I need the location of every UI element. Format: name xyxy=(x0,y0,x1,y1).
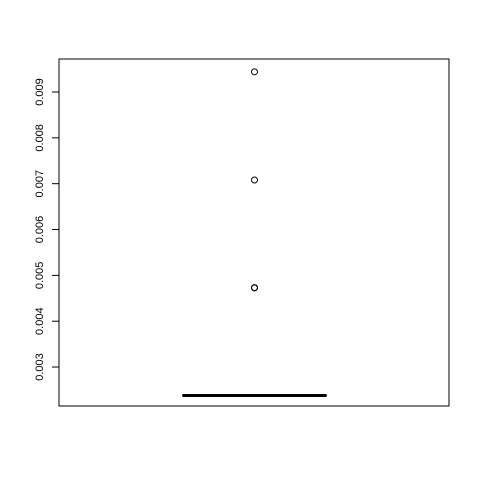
y-tick-label: 0.009 xyxy=(34,78,46,106)
plot-frame xyxy=(58,58,450,407)
y-tick-label: 0.006 xyxy=(34,216,46,244)
y-tick-label: 0.003 xyxy=(34,353,46,381)
y-axis: 0.003 0.004 0.005 0.006 0.007 0.008 0.009 xyxy=(34,78,60,381)
y-tick-label: 0.005 xyxy=(34,262,46,290)
outlier-point xyxy=(251,284,258,292)
y-tick-label: 0.008 xyxy=(34,124,46,152)
y-tick-label: 0.004 xyxy=(34,307,46,335)
outlier-point xyxy=(251,68,258,76)
outliers xyxy=(251,68,258,292)
outlier-point xyxy=(251,176,258,184)
y-tick-label: 0.007 xyxy=(34,170,46,198)
